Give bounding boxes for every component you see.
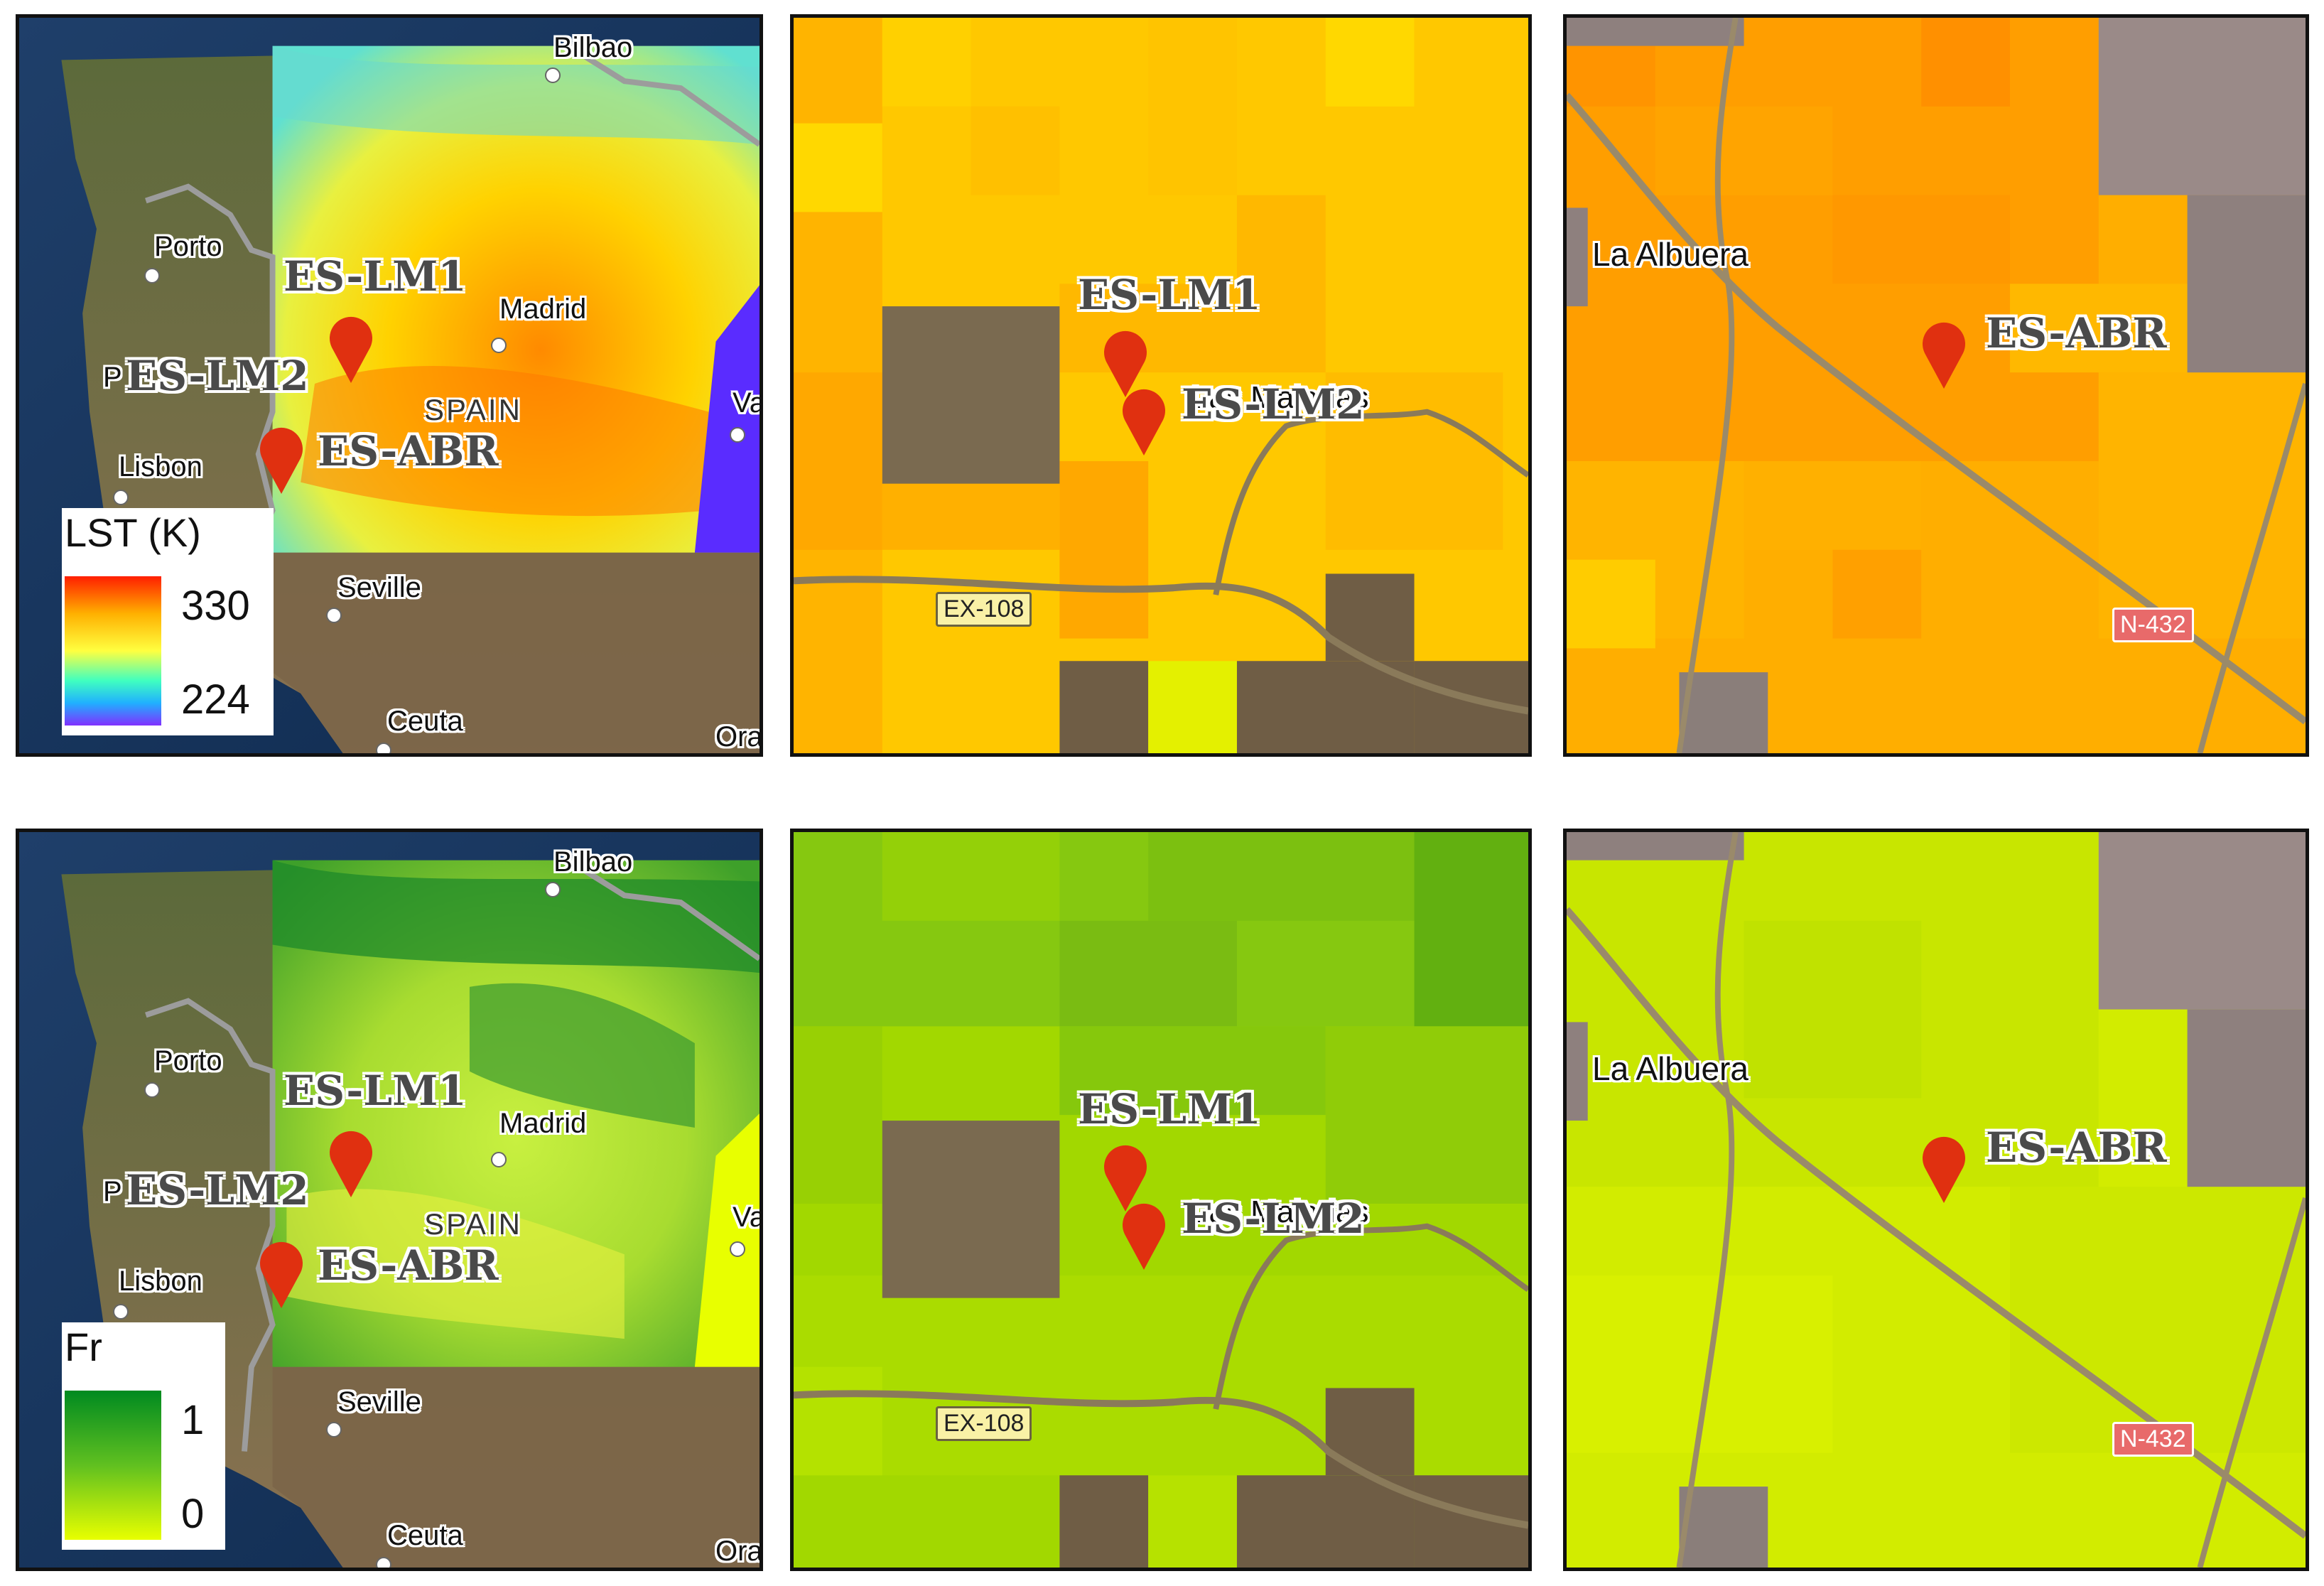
site-label-es-abr: ES-ABR — [1986, 1123, 2167, 1172]
map-pin-icon[interactable] — [1101, 1142, 1150, 1213]
city-label-partial: P — [103, 1176, 122, 1207]
country-label-spain: SPAIN — [424, 1207, 522, 1241]
place-label-las-majadas: Las Majadas — [1191, 380, 1369, 415]
city-marker-porto — [144, 1082, 160, 1098]
fr-zoom2-raster — [1567, 832, 2306, 1568]
city-label-bilbao: Bilbao — [553, 32, 633, 63]
city-label-lisbon: Lisbon — [119, 1266, 202, 1297]
road-shield-n-432: N-432 — [2112, 1422, 2194, 1457]
map-pin-icon[interactable] — [326, 1128, 376, 1199]
lst-legend: LST (K) 330 224 — [62, 508, 274, 735]
map-pin-icon[interactable] — [1919, 1133, 1969, 1204]
lst-zoom1-raster — [794, 18, 1528, 753]
place-label-la-albuera: La Albuera — [1592, 236, 1749, 273]
city-label-lisbon: Lisbon — [119, 451, 202, 482]
road-shield-ex-108: EX-108 — [936, 592, 1032, 627]
lst-zoom-la-albuera-map[interactable]: La Albuera ES-ABR N-432 — [1563, 14, 2309, 757]
city-label-madrid: Madrid — [499, 293, 587, 325]
site-label-es-lm1: ES-LM1 — [283, 252, 467, 301]
fr-zoom-las-majadas-map[interactable]: Las Majadas ES-LM1 ES-LM2 EX-108 — [790, 829, 1532, 1571]
map-pin-icon[interactable] — [256, 424, 306, 495]
site-label-es-lm2: ES-LM2 — [126, 1166, 309, 1214]
legend-title: LST (K) — [65, 510, 201, 555]
map-pin-icon[interactable] — [1101, 328, 1150, 399]
map-pin-icon[interactable] — [1119, 386, 1169, 457]
legend-min-value: 224 — [181, 676, 250, 723]
legend-min-value: 0 — [181, 1491, 205, 1537]
city-marker-madrid — [491, 1152, 507, 1167]
legend-color-ramp — [65, 1391, 161, 1540]
road-shield-n-432: N-432 — [2112, 608, 2194, 642]
site-label-es-lm2: ES-LM2 — [1182, 1194, 1365, 1243]
site-label-es-abr: ES-ABR — [318, 427, 499, 475]
map-pin-icon[interactable] — [1919, 319, 1969, 390]
city-marker-lisbon — [113, 1304, 129, 1320]
site-label-es-lm1: ES-LM1 — [283, 1067, 467, 1115]
place-label-las-majadas: Las Majadas — [1191, 1194, 1369, 1229]
road-shield-ex-108: EX-108 — [936, 1406, 1032, 1441]
map-pin-icon[interactable] — [1119, 1200, 1169, 1271]
city-label-bilbao: Bilbao — [553, 846, 633, 878]
site-label-es-lm2: ES-LM2 — [1182, 380, 1365, 428]
city-marker-valencia — [730, 427, 745, 443]
city-label-ceuta: Ceuta — [387, 1520, 463, 1551]
city-label-partial: P — [103, 362, 122, 393]
city-label-seville: Seville — [337, 1386, 421, 1418]
site-label-es-lm1: ES-LM1 — [1078, 1085, 1261, 1133]
city-marker-seville — [326, 1422, 342, 1437]
fr-overview-map[interactable]: Bilbao Porto Madrid Lisbon Seville Ceuta… — [16, 829, 763, 1571]
city-marker-bilbao — [545, 882, 561, 897]
city-marker-ceuta — [376, 743, 391, 753]
fr-zoom-la-albuera-map[interactable]: La Albuera ES-ABR N-432 — [1563, 829, 2309, 1571]
city-label-valencia: Va — [733, 1202, 763, 1233]
map-pin-icon[interactable] — [256, 1239, 306, 1310]
fr-overview-basemap — [19, 832, 760, 1568]
fr-legend: Fr 1 0 — [62, 1322, 225, 1550]
legend-max-value: 330 — [181, 583, 250, 629]
city-label-seville: Seville — [337, 572, 421, 603]
site-label-es-abr: ES-ABR — [1986, 309, 2167, 357]
city-marker-valencia — [730, 1241, 745, 1257]
city-label-porto: Porto — [154, 231, 222, 262]
city-marker-lisbon — [113, 490, 129, 505]
lst-zoom-las-majadas-map[interactable]: Las Majadas ES-LM1 ES-LM2 EX-108 — [790, 14, 1532, 757]
city-label-oran: Ora — [715, 1536, 763, 1567]
lst-overview-map[interactable]: Bilbao Porto Madrid Lisbon Seville Ceuta… — [16, 14, 763, 757]
legend-color-ramp — [65, 576, 161, 725]
city-label-ceuta: Ceuta — [387, 706, 463, 737]
city-marker-madrid — [491, 338, 507, 353]
city-label-porto: Porto — [154, 1045, 222, 1077]
map-pin-icon[interactable] — [326, 313, 376, 384]
city-marker-porto — [144, 268, 160, 284]
city-label-madrid: Madrid — [499, 1108, 587, 1139]
site-label-es-abr: ES-ABR — [318, 1241, 499, 1290]
city-marker-seville — [326, 608, 342, 623]
city-label-oran: Ora — [715, 721, 763, 752]
site-label-es-lm1: ES-LM1 — [1078, 271, 1261, 319]
country-label-spain: SPAIN — [424, 393, 522, 426]
lst-zoom2-raster — [1567, 18, 2306, 753]
legend-title: Fr — [65, 1325, 102, 1369]
city-label-valencia: Va — [733, 387, 763, 419]
place-label-la-albuera: La Albuera — [1592, 1050, 1749, 1087]
city-marker-ceuta — [376, 1557, 391, 1568]
legend-max-value: 1 — [181, 1397, 205, 1443]
city-marker-bilbao — [545, 68, 561, 83]
site-label-es-lm2: ES-LM2 — [126, 352, 309, 400]
fr-zoom1-raster — [794, 832, 1528, 1568]
